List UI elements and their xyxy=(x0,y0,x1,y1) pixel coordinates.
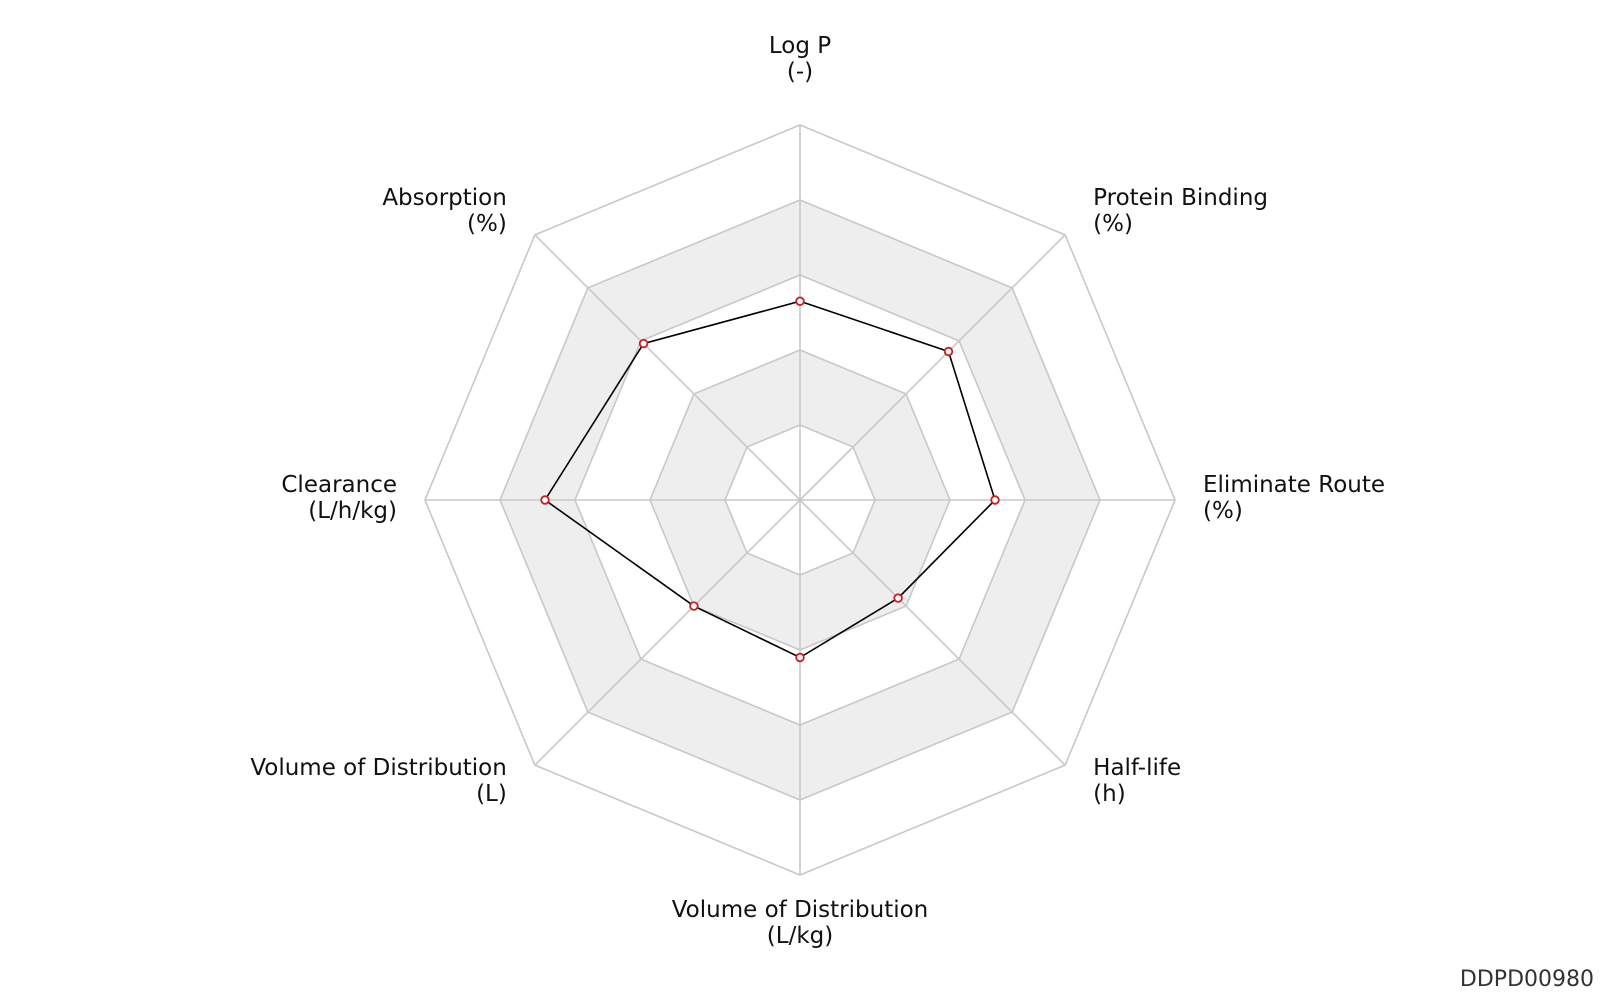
axis-label-unit: (L/h/kg) xyxy=(308,498,397,524)
data-point xyxy=(689,601,699,611)
figure-id: DDPD00980 xyxy=(1459,967,1594,992)
axis-spoke xyxy=(799,234,1066,501)
axis-label-name: Protein Binding xyxy=(1093,185,1268,211)
axis-label-unit: (L) xyxy=(476,781,507,807)
axis-label-unit: (h) xyxy=(1093,781,1126,807)
axis-spoke xyxy=(799,499,1066,766)
data-markers xyxy=(540,296,1000,663)
data-point xyxy=(795,296,805,306)
axis-label-unit: (%) xyxy=(467,211,507,237)
data-point xyxy=(638,338,649,349)
axis-label-unit: (-) xyxy=(787,59,813,85)
axis-labels: Log P (-)Protein Binding (%)Eliminate Rout… xyxy=(250,33,1385,949)
axis-spokes xyxy=(425,125,1175,875)
axis-label: Volume of Distribution (L) xyxy=(250,755,507,807)
axis-label: Log P (-) xyxy=(769,33,831,85)
data-point xyxy=(990,495,1000,505)
axis-label-name: Volume of Distribution xyxy=(250,755,507,781)
axis-label-name: Volume of Distribution xyxy=(672,897,929,923)
axis-label: Half-life (h) xyxy=(1093,755,1181,807)
axis-label: Eliminate Route (%) xyxy=(1203,472,1385,524)
axis-label: Clearance (L/h/kg) xyxy=(281,472,397,524)
axis-label: Volume of Distribution (L/kg) xyxy=(672,897,929,949)
axis-label-name: Eliminate Route xyxy=(1203,472,1385,498)
data-point xyxy=(795,652,805,663)
axis-label-unit: (L/kg) xyxy=(767,923,833,949)
axis-label-name: Absorption xyxy=(382,185,507,211)
data-point xyxy=(540,495,550,505)
axis-label: Protein Binding (%) xyxy=(1093,185,1268,237)
axis-label-unit: (%) xyxy=(1203,498,1243,524)
axis-label-unit: (%) xyxy=(1093,211,1133,237)
axis-label-name: Clearance xyxy=(281,472,397,498)
axis-spoke xyxy=(534,234,801,501)
data-point xyxy=(943,346,954,357)
axis-label: Absorption (%) xyxy=(382,185,507,237)
axis-label-name: Log P xyxy=(769,33,831,59)
axis-spoke xyxy=(534,499,801,766)
axis-label-name: Half-life xyxy=(1093,755,1181,781)
data-point xyxy=(893,593,903,603)
